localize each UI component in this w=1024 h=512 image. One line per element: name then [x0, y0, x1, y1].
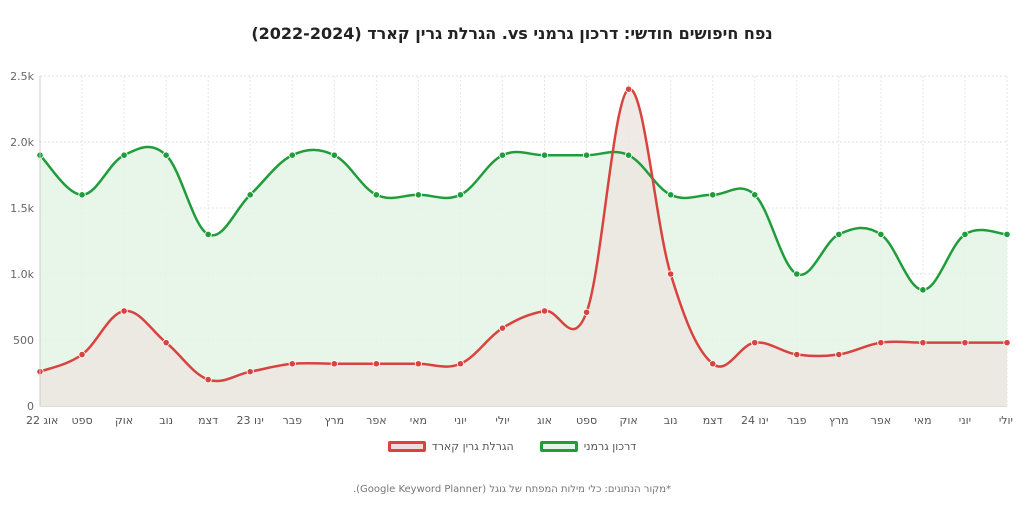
x-tick-label: יולי: [495, 414, 509, 427]
data-point: [793, 270, 801, 278]
x-tick-label: פבר: [787, 414, 807, 427]
x-tick-label: דצמ: [198, 414, 218, 427]
x-tick-label: ספט: [576, 414, 597, 427]
data-point: [919, 339, 927, 347]
data-point: [162, 151, 170, 159]
x-tick-label: אפר: [871, 414, 891, 427]
data-point: [667, 191, 675, 199]
data-point: [540, 151, 549, 159]
legend-item-green-card[interactable]: הגרלת גרין קארד: [387, 440, 514, 453]
data-point: [961, 339, 969, 347]
data-point: [625, 85, 633, 93]
legend-item-german-passport[interactable]: דרכון גרמני: [539, 440, 637, 453]
data-point: [582, 151, 591, 159]
series-line: [39, 145, 1008, 292]
legend-swatch-green-card: [387, 441, 426, 452]
data-point: [78, 350, 86, 359]
y-tick-label: 1.0k: [10, 268, 34, 281]
x-tick-label: נוב: [159, 414, 173, 427]
data-point: [456, 191, 465, 199]
y-tick-label: 0: [27, 400, 34, 413]
data-point: [372, 360, 380, 368]
data-point: [120, 151, 128, 159]
data-point: [625, 151, 633, 159]
x-tick-label: יוני: [959, 414, 971, 427]
data-point: [667, 270, 675, 278]
y-tick-label: 1.5k: [10, 202, 34, 215]
x-tick-label: דצמ: [703, 414, 723, 427]
y-tick-label: 2.5k: [10, 70, 34, 83]
x-tick-label: אוק: [620, 414, 638, 427]
data-point: [204, 230, 212, 238]
legend: דרכון גרמני הגרלת גרין קארד: [0, 440, 1024, 453]
data-point: [793, 350, 801, 359]
x-tick-label: אפר: [366, 414, 386, 427]
data-point: [835, 230, 843, 238]
data-point: [751, 191, 759, 199]
data-point: [709, 191, 717, 199]
data-point: [582, 308, 591, 316]
x-tick-label: פבר: [283, 414, 303, 427]
data-point: [456, 360, 465, 368]
data-point: [288, 360, 296, 368]
data-point: [709, 360, 717, 368]
data-point: [1003, 230, 1011, 238]
x-tick-label: ספט: [71, 414, 92, 427]
source-note: *מקור הנתונים: כלי מילות המפתח של גוגל (…: [352, 484, 672, 495]
x-tick-label: יוני: [454, 414, 466, 427]
data-point: [877, 230, 885, 238]
data-point: [498, 151, 507, 159]
data-point: [204, 375, 212, 384]
x-tick-label: אוג 22: [26, 414, 58, 427]
x-tick-label: מרץ: [324, 414, 344, 427]
data-point: [120, 307, 128, 315]
data-point: [288, 151, 296, 159]
data-point: [246, 368, 254, 376]
y-tick-label: 2.0k: [10, 136, 34, 149]
legend-label-green-card: הגרלת גרין קארד: [431, 440, 514, 453]
x-tick-label: מאי: [410, 414, 427, 427]
legend-swatch-german-passport: [539, 441, 578, 452]
data-point: [246, 191, 254, 199]
data-point: [78, 191, 86, 199]
x-tick-label: אוג: [537, 414, 552, 427]
x-tick-label: ינו 24: [741, 414, 768, 427]
x-tick-label: אוק: [115, 414, 133, 427]
data-point: [330, 151, 338, 159]
series-area: [40, 88, 1007, 407]
data-point: [330, 360, 338, 368]
x-tick-label: נוב: [664, 414, 678, 427]
data-point: [414, 191, 422, 199]
data-point: [919, 286, 927, 294]
data-point: [372, 191, 380, 199]
data-point: [961, 230, 969, 238]
data-point: [498, 324, 507, 332]
data-point: [751, 339, 759, 347]
x-tick-label: מאי: [914, 414, 931, 427]
legend-label-german-passport: דרכון גרמני: [583, 440, 637, 453]
data-point: [414, 360, 422, 368]
data-point: [162, 339, 170, 347]
data-point: [540, 307, 549, 315]
data-point: [877, 339, 885, 347]
y-tick-label: 500: [13, 334, 34, 347]
x-tick-label: ינו 23: [237, 414, 264, 427]
chart-title: נפח חיפושים חודשי: דרכון גרמני vs. הגרלת…: [251, 24, 773, 43]
data-point: [835, 350, 843, 359]
data-point: [1003, 339, 1011, 347]
x-tick-label: מרץ: [829, 414, 849, 427]
x-tick-label: יולי: [999, 414, 1013, 427]
